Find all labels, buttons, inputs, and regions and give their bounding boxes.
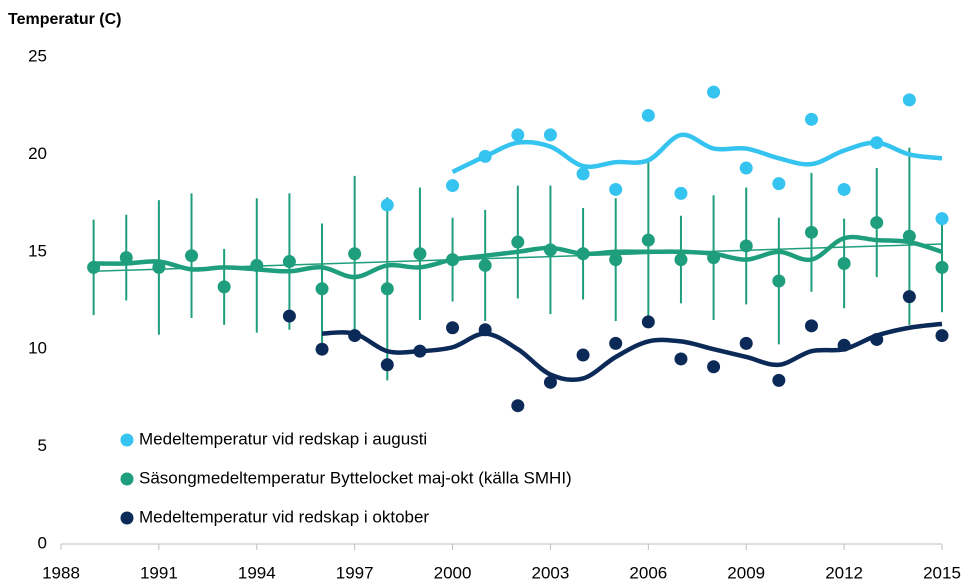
point: [641, 108, 655, 122]
point: [739, 161, 753, 175]
chart-title: Temperatur (C): [8, 11, 122, 28]
point: [576, 348, 590, 362]
point: [315, 342, 329, 356]
point: [837, 338, 851, 352]
point: [935, 260, 949, 274]
point: [348, 247, 362, 261]
point: [609, 253, 623, 267]
point: [674, 186, 688, 200]
legend-label: Säsongmedeltemperatur Byttelocket maj-ok…: [139, 468, 572, 487]
point: [772, 177, 786, 191]
point: [674, 253, 688, 267]
point: [152, 260, 166, 274]
point: [576, 247, 590, 261]
point: [870, 136, 884, 150]
point: [543, 128, 557, 142]
point: [902, 290, 916, 304]
point: [804, 319, 818, 333]
legend-marker: [120, 472, 134, 486]
y-tick-label: 0: [38, 533, 47, 552]
point: [478, 258, 492, 272]
x-tick-label: 1991: [140, 563, 178, 582]
point: [804, 225, 818, 239]
point: [772, 373, 786, 387]
smooth-line: [93, 234, 943, 280]
point: [609, 182, 623, 196]
x-tick-label: 2006: [629, 563, 667, 582]
point: [739, 336, 753, 350]
point: [511, 235, 525, 249]
point: [511, 399, 525, 413]
legend-marker: [120, 433, 134, 447]
legend-label: Medeltemperatur vid redskap i augusti: [139, 429, 427, 448]
point: [707, 360, 721, 374]
point: [543, 375, 557, 389]
point: [935, 212, 949, 226]
point: [446, 253, 460, 267]
point: [870, 332, 884, 346]
x-tick-label: 1994: [238, 563, 276, 582]
point: [674, 352, 688, 366]
point: [772, 274, 786, 288]
point: [348, 329, 362, 343]
x-tick-label: 2009: [727, 563, 765, 582]
x-tick-label: 1988: [42, 563, 80, 582]
point: [707, 85, 721, 99]
point: [543, 243, 557, 257]
point: [380, 198, 394, 212]
point: [707, 251, 721, 265]
y-tick-label: 5: [38, 436, 47, 455]
point: [935, 329, 949, 343]
smooth-line: [451, 132, 943, 174]
point: [870, 216, 884, 230]
point: [609, 336, 623, 350]
x-tick-label: 2012: [825, 563, 863, 582]
legend-marker: [120, 511, 134, 525]
point: [250, 258, 264, 272]
y-tick-label: 20: [28, 144, 47, 163]
point: [902, 229, 916, 243]
point: [739, 239, 753, 253]
y-tick-label: 15: [28, 241, 47, 260]
point: [446, 321, 460, 335]
point: [413, 344, 427, 358]
x-tick-label: 2015: [923, 563, 961, 582]
y-tick-label: 10: [28, 339, 47, 358]
point: [641, 233, 655, 247]
point: [804, 112, 818, 126]
point: [478, 149, 492, 163]
x-tick-label: 1997: [336, 563, 374, 582]
legend-label: Medeltemperatur vid redskap i oktober: [139, 507, 429, 526]
point: [315, 282, 329, 296]
point: [217, 280, 231, 294]
point: [380, 282, 394, 296]
point: [511, 128, 525, 142]
point: [380, 358, 394, 372]
x-tick-label: 2003: [532, 563, 570, 582]
point: [641, 315, 655, 329]
point: [837, 182, 851, 196]
point: [902, 93, 916, 107]
point: [413, 247, 427, 261]
point: [576, 167, 590, 181]
point: [119, 251, 133, 265]
point: [282, 309, 296, 323]
point: [87, 260, 101, 274]
point: [446, 179, 460, 193]
point: [478, 323, 492, 337]
point: [837, 256, 851, 270]
point: [185, 249, 199, 263]
y-tick-label: 25: [28, 46, 47, 65]
trend-line: [93, 243, 943, 273]
point: [282, 255, 296, 269]
x-tick-label: 2000: [434, 563, 472, 582]
